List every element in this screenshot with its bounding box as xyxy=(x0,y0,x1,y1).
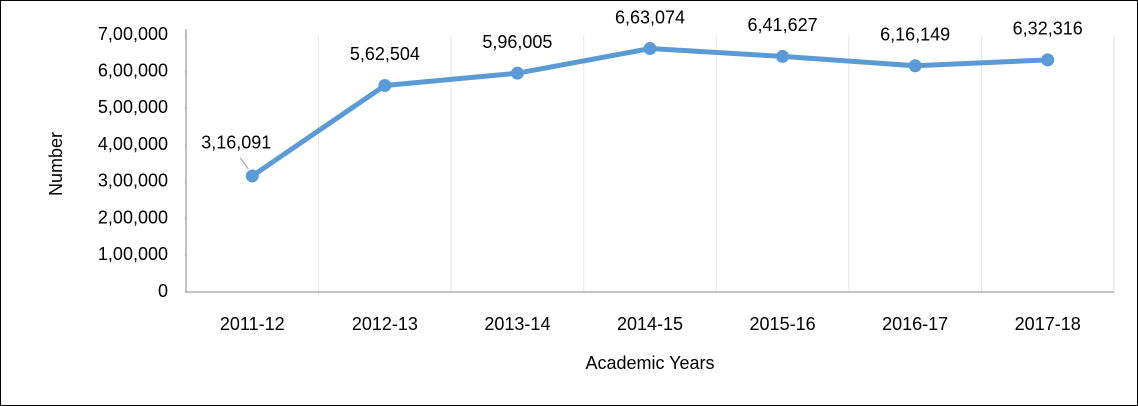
data-label: 5,96,005 xyxy=(482,32,552,52)
x-tick-label: 2015-16 xyxy=(750,314,816,334)
x-tick-label: 2012-13 xyxy=(352,314,418,334)
data-label: 6,32,316 xyxy=(1013,19,1083,39)
x-tick-label: 2016-17 xyxy=(882,314,948,334)
x-tick-label: 2011-12 xyxy=(220,314,285,334)
data-label: 6,63,074 xyxy=(615,7,685,27)
point xyxy=(378,78,392,92)
x-tick-label: 2017-18 xyxy=(1015,314,1081,334)
data-label: 3,16,091 xyxy=(201,133,271,153)
y-tick-label: 2,00,000 xyxy=(98,207,168,227)
x-tick-label: 2014-15 xyxy=(617,314,683,334)
data-label: 6,41,627 xyxy=(748,15,818,35)
point xyxy=(776,49,790,63)
data-label: 6,16,149 xyxy=(880,25,950,45)
leader-line xyxy=(239,157,249,170)
x-tick-label: 2013-14 xyxy=(484,314,550,334)
y-tick-label: 5,00,000 xyxy=(98,97,168,117)
y-tick-label: 6,00,000 xyxy=(98,60,168,80)
y-tick-label: 1,00,000 xyxy=(98,244,168,264)
data-label: 5,62,504 xyxy=(350,44,420,64)
point xyxy=(643,42,657,56)
y-tick-label: 7,00,000 xyxy=(98,24,168,44)
x-axis-label: Academic Years xyxy=(585,353,714,373)
point xyxy=(1041,53,1055,67)
y-tick-label: 4,00,000 xyxy=(98,134,168,154)
y-tick-label: 3,00,000 xyxy=(98,171,168,191)
y-tick-label: 0 xyxy=(158,281,168,301)
point xyxy=(510,66,524,80)
point xyxy=(908,59,922,73)
y-axis-label: Number xyxy=(46,132,66,196)
point xyxy=(245,169,259,183)
